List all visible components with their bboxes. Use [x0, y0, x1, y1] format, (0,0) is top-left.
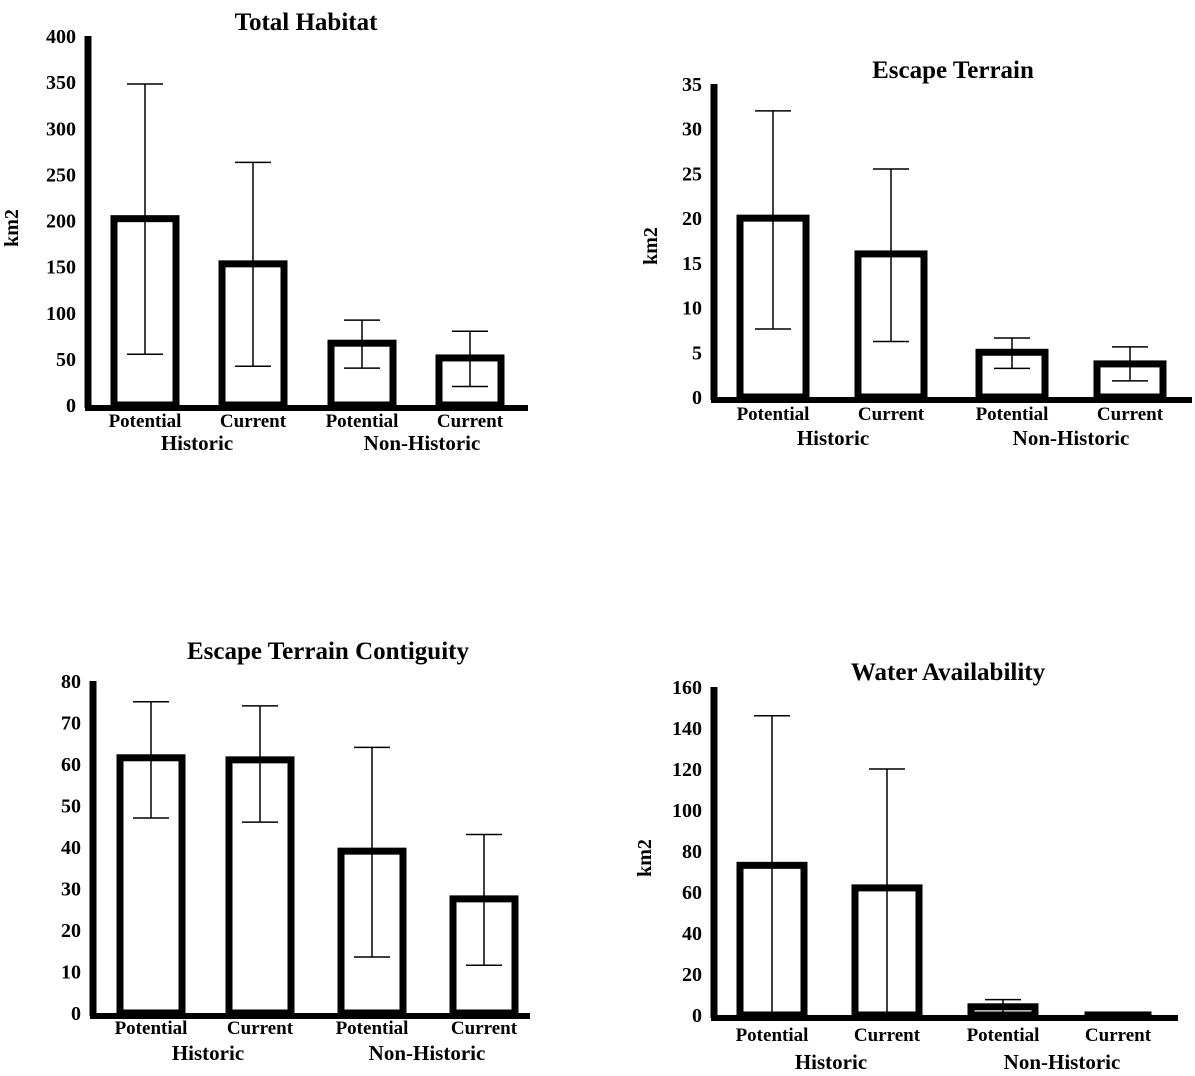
y-tick-label: 10 — [61, 962, 81, 984]
group-label: Historic — [797, 426, 869, 450]
y-tick-label: 150 — [46, 257, 76, 279]
category-label: Current — [227, 1018, 294, 1039]
y-axis-label: km2 — [1, 209, 23, 247]
category-label: Potential — [967, 1025, 1040, 1046]
y-tick-label: 100 — [672, 800, 702, 822]
y-tick-label: 5 — [692, 342, 702, 364]
category-label: Potential — [109, 411, 182, 432]
category-label: Potential — [736, 1025, 809, 1046]
chart-title: Escape Terrain — [872, 57, 1034, 84]
y-tick-label: 25 — [682, 163, 702, 185]
y-tick-label: 0 — [66, 395, 76, 417]
y-tick-label: 350 — [46, 72, 76, 94]
escape-terrain-contiguity-chart: Escape Terrain Contiguity 0 10 20 30 40 50 60 70… — [61, 638, 530, 1065]
y-tick-label: 50 — [56, 349, 76, 371]
category-label: Current — [1097, 404, 1164, 425]
y-tick-label: 140 — [672, 718, 702, 740]
y-tick-label: 20 — [682, 208, 702, 230]
category-label: Current — [1085, 1025, 1152, 1046]
y-tick-label: 300 — [46, 118, 76, 140]
category-label: Potential — [326, 411, 399, 432]
chart-title: Total Habitat — [235, 9, 379, 36]
y-axis-label: km2 — [634, 839, 656, 877]
y-tick-label: 0 — [692, 387, 702, 409]
y-tick-label: 10 — [682, 298, 702, 320]
chart-title: Escape Terrain Contiguity — [187, 638, 469, 665]
category-label: Current — [854, 1025, 921, 1046]
group-label: Non-Historic — [369, 1041, 486, 1065]
y-tick-label: 80 — [682, 841, 702, 863]
y-tick-label: 20 — [682, 964, 702, 986]
category-label: Potential — [115, 1018, 188, 1039]
category-label: Current — [451, 1018, 518, 1039]
y-tick-label: 100 — [46, 303, 76, 325]
y-tick-label: 15 — [682, 253, 702, 275]
group-label: Historic — [161, 431, 233, 455]
y-tick-label: 35 — [682, 74, 702, 96]
y-tick-label: 0 — [692, 1005, 702, 1027]
water-availability-chart: Water Availability km2 0 20 40 60 80 100 120 140 1… — [634, 659, 1178, 1074]
group-label: Historic — [172, 1041, 244, 1065]
y-tick-label: 400 — [46, 26, 76, 48]
category-label: Potential — [336, 1018, 409, 1039]
y-tick-label: 30 — [682, 119, 702, 141]
y-axis-label: km2 — [640, 227, 662, 265]
y-tick-label: 80 — [61, 671, 81, 693]
category-label: Current — [220, 411, 287, 432]
y-tick-label: 120 — [672, 759, 702, 781]
y-tick-label: 200 — [46, 211, 76, 233]
chart-title: Water Availability — [851, 659, 1046, 686]
y-tick-label: 50 — [61, 796, 81, 818]
category-label: Current — [858, 404, 925, 425]
category-label: Potential — [737, 404, 810, 425]
escape-terrain-chart: Escape Terrain km2 0 5 10 15 20 25 30 35 Potential… — [640, 57, 1192, 450]
y-tick-label: 30 — [61, 879, 81, 901]
y-tick-label: 60 — [682, 882, 702, 904]
group-label: Non-Historic — [364, 431, 481, 455]
y-tick-label: 0 — [71, 1003, 81, 1025]
y-tick-label: 40 — [682, 923, 702, 945]
group-label: Non-Historic — [1004, 1050, 1121, 1074]
group-label: Non-Historic — [1013, 426, 1130, 450]
y-tick-label: 160 — [672, 677, 702, 699]
category-label: Potential — [976, 404, 1049, 425]
y-tick-label: 20 — [61, 920, 81, 942]
y-tick-label: 60 — [61, 754, 81, 776]
y-tick-label: 40 — [61, 837, 81, 859]
y-tick-label: 70 — [61, 713, 81, 735]
category-label: Current — [437, 411, 504, 432]
y-tick-label: 250 — [46, 164, 76, 186]
total-habitat-chart: Total Habitat km2 0 50 100 150 200 250 300 350 400… — [1, 9, 528, 455]
group-label: Historic — [795, 1050, 867, 1074]
